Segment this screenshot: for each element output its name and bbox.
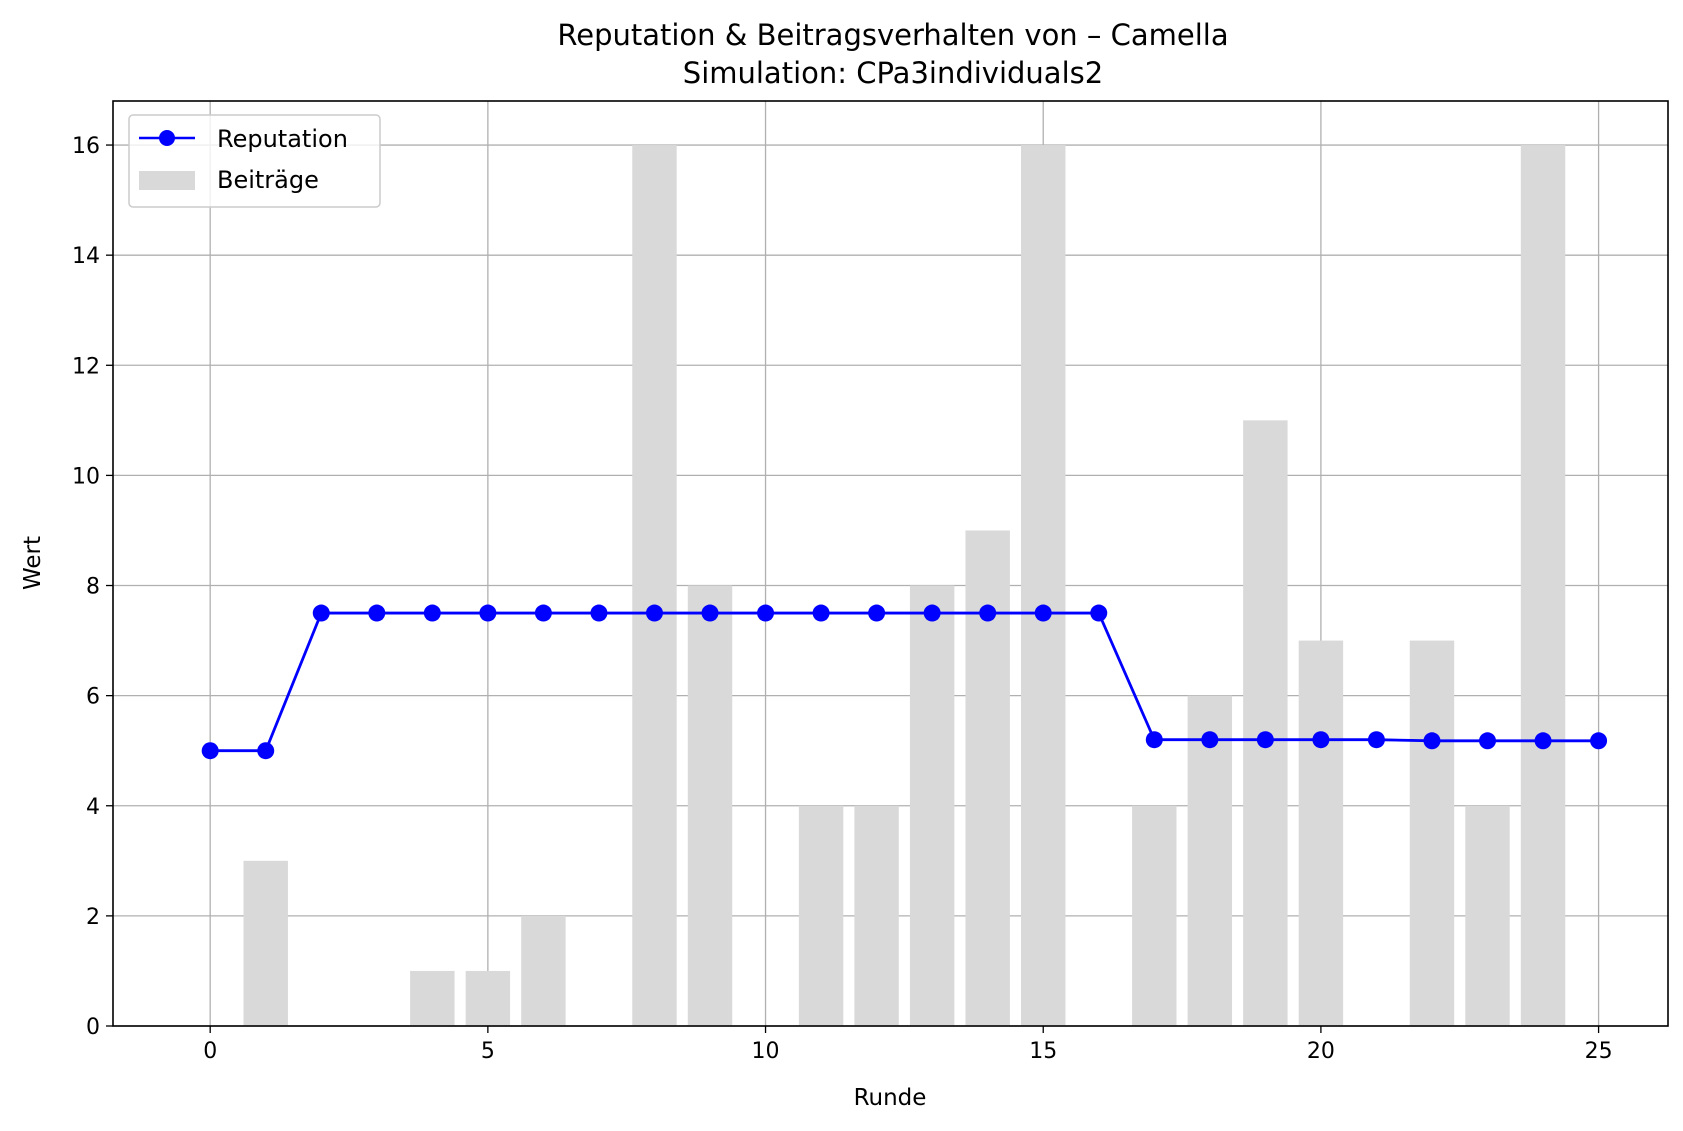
x-tick-label: 20	[1307, 1039, 1335, 1064]
y-tick-label: 2	[86, 905, 100, 930]
bar-beitraege	[465, 970, 511, 1026]
bar-beitraege	[798, 805, 844, 1026]
reputation-point	[257, 742, 275, 760]
reputation-point	[1145, 731, 1163, 749]
reputation-point	[701, 604, 719, 622]
reputation-point	[1367, 731, 1385, 749]
bar-beitraege	[632, 145, 677, 1027]
reputation-point	[757, 604, 775, 622]
bar-beitraege	[521, 915, 566, 1026]
reputation-point	[534, 604, 552, 622]
legend-swatch-beitraege	[139, 171, 195, 190]
reputation-point	[1034, 604, 1052, 622]
bar-beitraege	[1243, 420, 1288, 1027]
y-tick-label: 0	[86, 1015, 100, 1040]
reputation-point	[1534, 732, 1552, 750]
bar-beitraege	[1520, 145, 1566, 1027]
reputation-point	[923, 604, 941, 622]
legend-label-reputation: Reputation	[217, 125, 348, 153]
bar-beitraege	[1132, 805, 1177, 1026]
reputation-point	[1090, 604, 1108, 622]
legend-label-beitraege: Beiträge	[217, 166, 319, 194]
bar-beitraege	[1187, 695, 1233, 1026]
x-tick-label: 5	[481, 1039, 495, 1064]
grid	[113, 101, 1668, 1027]
line-series-reputation	[201, 604, 1608, 760]
reputation-line	[210, 611, 1599, 753]
reputation-point	[1423, 732, 1441, 750]
bar-beitraege	[1298, 640, 1344, 1026]
y-axis-ticks: 0 2 4 6 8 10 12 14 16	[72, 134, 113, 1040]
reputation-point	[1590, 732, 1608, 750]
y-tick-label: 12	[72, 354, 100, 379]
x-tick-label: 10	[752, 1039, 780, 1064]
y-tick-label: 10	[72, 464, 100, 489]
reputation-point	[868, 604, 886, 622]
reputation-point	[590, 604, 608, 622]
y-tick-label: 6	[86, 685, 100, 710]
reputation-point	[1256, 731, 1274, 749]
reputation-point	[979, 604, 997, 622]
x-axis-ticks: 0 5 10 15 20 25	[203, 1026, 1613, 1064]
reputation-point	[645, 604, 663, 622]
reputation-point	[479, 604, 497, 622]
legend-marker-reputation	[159, 130, 175, 146]
x-axis-label: Runde	[854, 1085, 927, 1111]
y-tick-label: 8	[86, 575, 100, 600]
bar-beitraege	[243, 860, 288, 1026]
reputation-point	[1479, 732, 1497, 750]
reputation-point	[201, 742, 219, 760]
bar-beitraege	[909, 585, 955, 1026]
bar-series-beitraege	[243, 145, 1566, 1027]
bar-beitraege	[687, 585, 733, 1026]
reputation-point	[812, 604, 830, 622]
bar-beitraege	[854, 805, 899, 1026]
x-tick-label: 0	[203, 1039, 217, 1064]
y-tick-label: 16	[72, 134, 100, 159]
reputation-point	[1312, 731, 1330, 749]
reputation-point	[423, 604, 441, 622]
reputation-point	[368, 604, 386, 622]
reputation-point	[312, 604, 330, 622]
x-tick-label: 15	[1029, 1039, 1057, 1064]
y-axis-label: Wert	[20, 536, 46, 590]
plot-frame	[112, 100, 1669, 1027]
bar-beitraege	[1465, 805, 1510, 1026]
y-tick-label: 14	[72, 244, 100, 269]
x-tick-label: 25	[1585, 1039, 1613, 1064]
reputation-point	[1201, 731, 1219, 749]
legend: Reputation Beiträge	[128, 114, 381, 208]
y-tick-label: 4	[86, 795, 100, 820]
bar-beitraege	[1021, 145, 1066, 1027]
bar-beitraege	[1409, 640, 1455, 1026]
chart-title: Reputation & Beitragsverhalten von – Cam…	[557, 18, 1228, 52]
chart-subtitle: Simulation: CPa3individuals2	[683, 56, 1103, 90]
bar-beitraege	[410, 970, 455, 1026]
